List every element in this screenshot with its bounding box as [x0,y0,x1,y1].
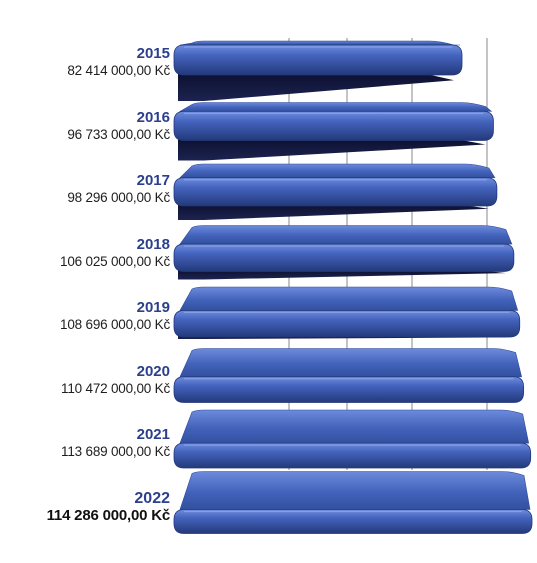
bar-face [173,376,525,403]
category-label: 2017 [136,172,170,189]
bar-top-surface [179,409,530,444]
category-label: 2021 [136,426,170,443]
value-label: 113 689 000,00 Kč [61,444,170,459]
bar-top-surface [179,348,523,378]
bar-top-surface [179,286,519,311]
bar-top-surface [179,471,531,510]
bar-shadow [178,73,454,101]
bar-top-surface [179,40,460,46]
label-2017: 2017 98 296 000,00 Kč [0,172,170,206]
bar-2020 [173,348,525,403]
value-label: 82 414 000,00 Kč [67,63,170,78]
label-2016: 2016 96 733 000,00 Kč [0,109,170,143]
bar-2016 [173,102,494,161]
value-label: 106 025 000,00 Kč [60,253,170,269]
label-2018: 2018 106 025 000,00 Kč [0,236,170,270]
value-label: 96 733 000,00 Kč [67,126,170,142]
bar-face [173,110,494,141]
bar-shadow [178,204,489,220]
bar-face [173,177,498,207]
label-2021: 2021 113 689 000,00 Kč [0,426,170,460]
bar-top-surface [179,163,496,179]
category-label: 2016 [136,108,170,126]
value-label: 114 286 000,00 Kč [46,506,171,524]
bar-face [173,243,515,272]
bar-2017 [173,163,498,220]
value-label: 108 696 000,00 Kč [60,317,170,332]
label-2019: 2019 108 696 000,00 Kč [0,299,170,333]
bar-2022 [173,471,533,534]
bar-2018 [173,225,515,280]
bar-shadow [178,269,506,280]
bar-shadow [178,138,486,161]
category-label: 2022 [134,489,170,507]
category-labels: 2015 82 414 000,00 Kč 2016 96 733 000,00 Kč… [0,0,171,563]
bar-top-surface [179,225,513,245]
category-label: 2020 [136,362,170,380]
label-2020: 2020 110 472 000,00 Kč [0,363,170,397]
category-label: 2015 [136,45,170,62]
category-label: 2019 [136,299,170,316]
bar-2021 [173,409,532,469]
label-2015: 2015 82 414 000,00 Kč [0,45,170,79]
bars [173,40,533,534]
bar-face [173,44,463,76]
label-2022: 2022 114 286 000,00 Kč [0,489,171,524]
bar-2019 [173,286,521,339]
bar-face [173,310,521,338]
category-label: 2018 [136,235,170,253]
value-label: 98 296 000,00 Kč [67,190,170,205]
bar-top-surface [178,102,493,112]
bar-face [173,442,532,469]
bar-2015 [173,40,463,101]
bar-face [173,509,533,534]
value-label: 110 472 000,00 Kč [61,380,170,396]
